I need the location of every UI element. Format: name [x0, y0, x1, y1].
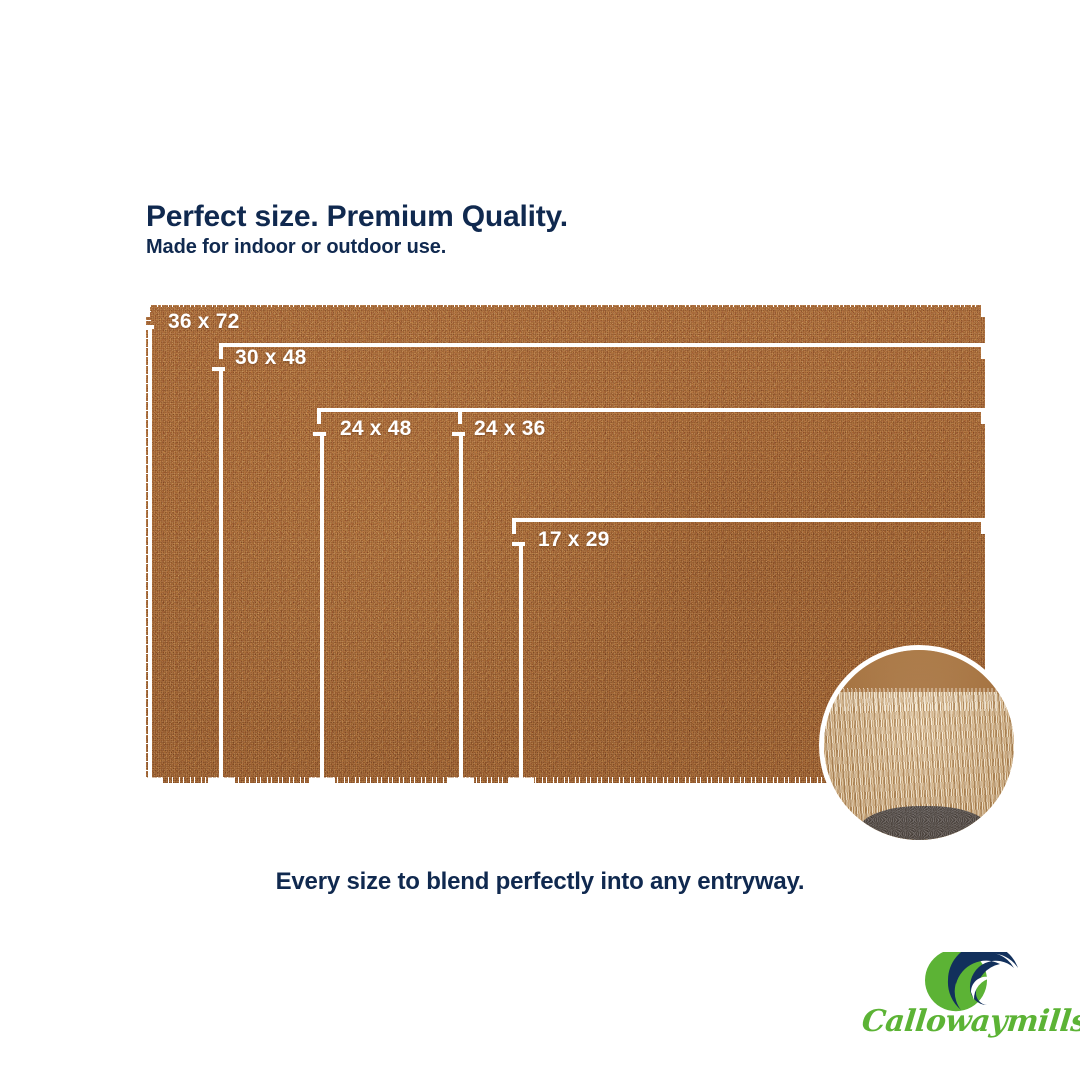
inset-bristle-tips: [824, 688, 1014, 711]
doormat-product-image: [146, 301, 985, 783]
size-label-17x29: 17 x 29: [538, 528, 610, 551]
coir-fiber-closeup-inset: [819, 645, 1019, 845]
inset-rubber-backing: [858, 805, 992, 840]
mat-frayed-left-edge: [146, 301, 151, 783]
page-tagline: Every size to blend perfectly into any e…: [275, 868, 805, 895]
size-label-24x48: 24 x 48: [340, 417, 412, 440]
logo-swirl-icon: [925, 943, 1018, 1012]
size-label-30x48: 30 x 48: [235, 346, 307, 369]
page-headline: Perfect size. Premium Quality.: [146, 200, 568, 233]
size-label-36x72: 36 x 72: [168, 310, 240, 333]
page-subheadline: Made for indoor or outdoor use.: [146, 236, 447, 258]
size-label-24x36: 24 x 36: [474, 417, 546, 440]
logo-wordmark: Callowaymills: [860, 1004, 1080, 1039]
brand-logo: Callowaymills: [860, 943, 1080, 1064]
inset-vignette: [824, 650, 1014, 840]
mat-frayed-bottom-edge: [146, 777, 985, 783]
mat-frayed-top-edge: [146, 301, 985, 307]
